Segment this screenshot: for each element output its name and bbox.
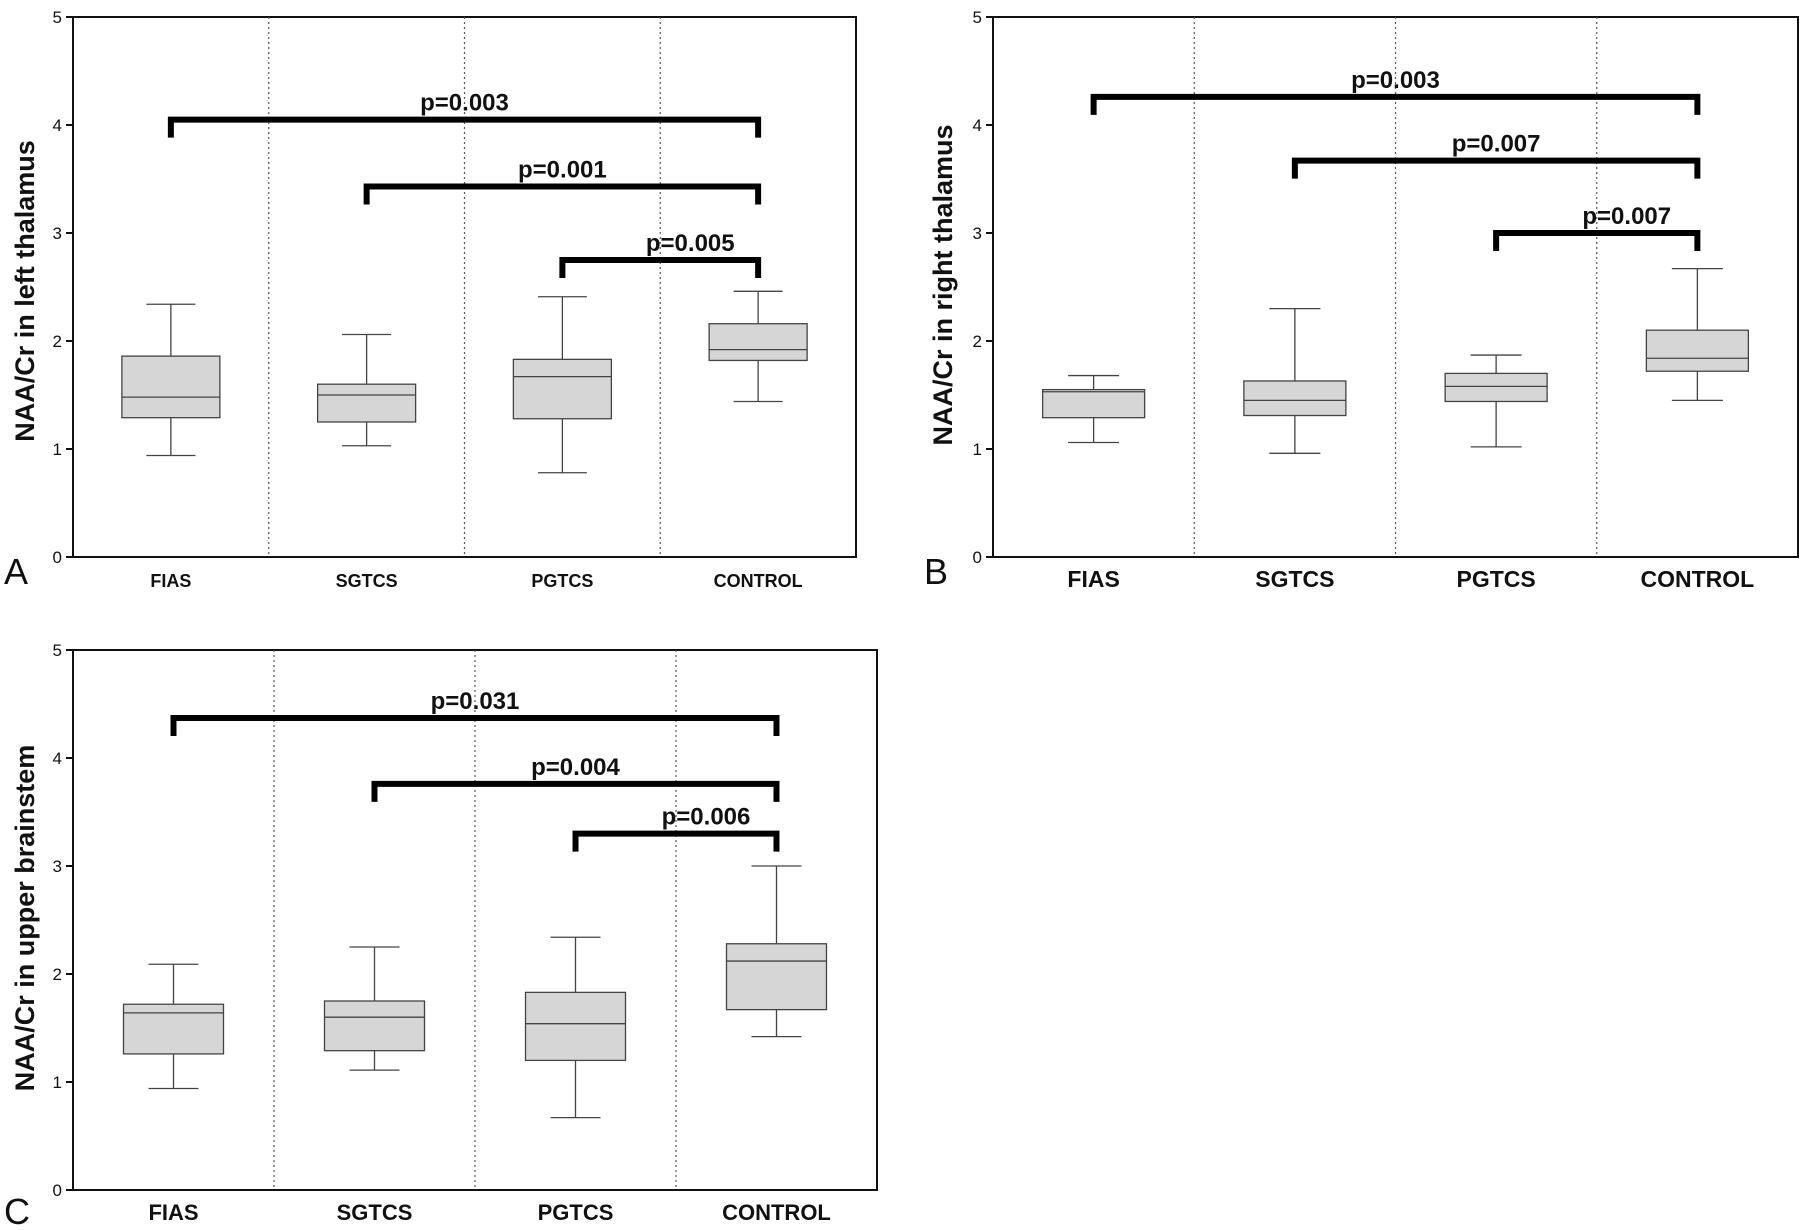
y-tick-label: 3: [53, 857, 62, 876]
category-label: SGTCS: [1255, 566, 1334, 592]
y-tick-label: 2: [973, 332, 982, 351]
significance-bracket: [170, 715, 780, 737]
significance-bracket: [1493, 230, 1701, 251]
category-label: PGTCS: [1457, 566, 1536, 592]
significance-bracket: [167, 116, 762, 138]
y-tick-label: 0: [53, 548, 62, 567]
box: [121, 355, 221, 419]
y-tick-label: 5: [53, 641, 62, 660]
p-value-label: p=0.007: [1452, 131, 1541, 158]
category-label: SGTCS: [337, 1200, 413, 1225]
panel-letter-a: A: [4, 551, 28, 592]
box: [708, 323, 808, 362]
p-value-label: p=0.004: [531, 754, 620, 781]
p-value-label: p=0.031: [431, 688, 520, 715]
chart-panel-c: C NAA/Cr in upper brainstem 0 1 2 3 4 5 FIAS SG…: [4, 641, 878, 1230]
category-label: FIAS: [148, 1200, 198, 1225]
p-value-label: p=0.006: [662, 804, 751, 831]
box: [1444, 372, 1548, 403]
y-tick-label: 5: [53, 8, 62, 27]
y-axis-label-c: NAA/Cr in upper brainstem: [10, 745, 40, 1092]
category-label: SGTCS: [336, 571, 398, 591]
y-axis-label-b: NAA/Cr in right thalamus: [928, 124, 958, 445]
y-tick-label: 4: [973, 116, 982, 135]
panel-letter-c: C: [4, 1191, 30, 1230]
y-tick-label: 3: [973, 224, 982, 243]
chart-panel-b: B NAA/Cr in right thalamus 0 1 2 3 4 5 FIAS SGT…: [924, 8, 1799, 592]
category-label: FIAS: [150, 571, 191, 591]
p-value-label: p=0.003: [1351, 67, 1440, 94]
significance-bracket: [1090, 93, 1701, 115]
y-axis-label-a: NAA/Cr in left thalamus: [10, 140, 40, 442]
category-label: CONTROL: [714, 571, 803, 591]
y-tick-label: 4: [53, 116, 62, 135]
box: [1243, 380, 1347, 417]
box: [316, 383, 417, 423]
category-label: FIAS: [1067, 566, 1119, 592]
box: [1645, 329, 1750, 372]
significance-bracket: [1291, 157, 1701, 179]
y-tick-label: 3: [53, 224, 62, 243]
p-value-label: p=0.005: [646, 230, 735, 257]
y-tick-label: 0: [53, 1181, 62, 1200]
category-label: CONTROL: [722, 1200, 831, 1225]
y-tick-label: 2: [53, 332, 62, 351]
significance-bracket: [363, 183, 762, 205]
category-label: PGTCS: [531, 571, 593, 591]
box: [725, 943, 828, 1011]
y-tick-label: 1: [53, 1073, 62, 1092]
p-value-label: p=0.003: [420, 90, 509, 117]
chart-panel-a: A NAA/Cr in left thalamus 0 1 2 3 4 5 FIAS SGTC…: [4, 8, 857, 592]
category-label: CONTROL: [1641, 566, 1755, 592]
category-label: PGTCS: [538, 1200, 614, 1225]
box: [1041, 388, 1146, 419]
box: [512, 358, 613, 420]
p-value-label: p=0.007: [1582, 203, 1671, 230]
y-tick-label: 4: [53, 749, 62, 768]
significance-bracket: [371, 780, 780, 802]
significance-bracket: [572, 830, 780, 852]
y-tick-label: 1: [53, 440, 62, 459]
p-value-label: p=0.001: [518, 157, 607, 184]
panel-letter-b: B: [924, 551, 948, 592]
significance-bracket: [559, 257, 762, 278]
y-tick-label: 1: [973, 440, 982, 459]
y-tick-label: 2: [53, 965, 62, 984]
y-tick-label: 5: [973, 8, 982, 27]
box: [524, 991, 627, 1062]
box: [122, 1003, 225, 1055]
box: [323, 1000, 426, 1052]
y-tick-label: 0: [973, 548, 982, 567]
